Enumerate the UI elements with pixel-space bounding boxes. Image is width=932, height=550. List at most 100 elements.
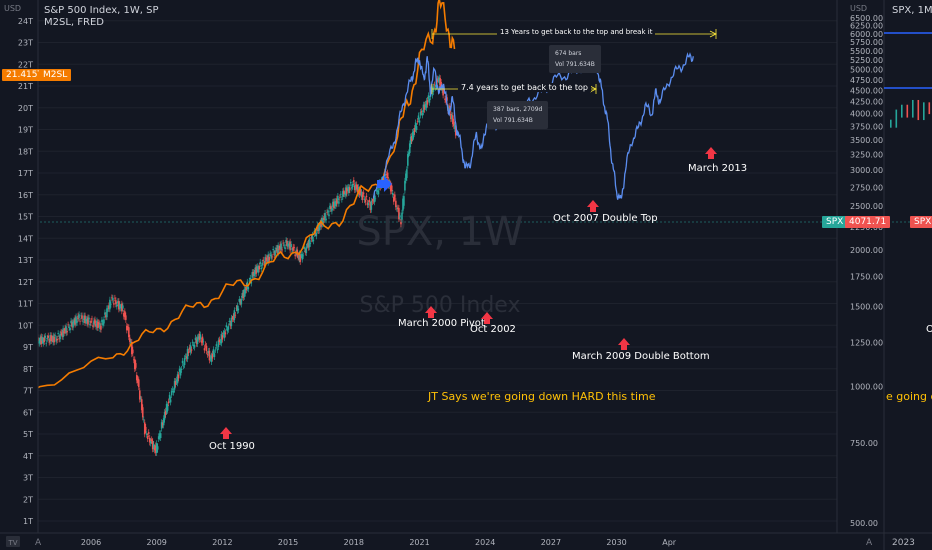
watermark-name: S&P 500 Index [360, 293, 521, 318]
right-tick-label: 2000.00 [850, 246, 883, 255]
candle [69, 325, 71, 334]
auto-scale-button[interactable]: A [35, 538, 42, 548]
candle [157, 433, 160, 443]
candle [160, 419, 163, 432]
candle [436, 75, 439, 86]
candle [162, 415, 165, 429]
right-tick-label: 4250.00 [850, 98, 883, 107]
candle [82, 318, 84, 326]
left-tick-label: 22T [18, 60, 33, 69]
left-axis-bg [0, 0, 38, 533]
candle [205, 342, 208, 355]
candle [377, 187, 380, 198]
tv-logo-text: TV [7, 539, 17, 547]
candle [63, 328, 65, 337]
candle [159, 430, 162, 442]
candle [187, 348, 190, 357]
candle [50, 332, 52, 344]
candle [371, 198, 374, 206]
candle [136, 375, 139, 386]
candle [141, 404, 144, 421]
candle [244, 286, 247, 297]
candle [367, 200, 370, 208]
candle [116, 301, 118, 310]
candle [289, 238, 291, 254]
indicator-title[interactable]: M2SL, FRED [44, 17, 104, 28]
candle [360, 189, 363, 201]
candle [393, 193, 395, 205]
candle [83, 312, 85, 323]
left-tick-label: 17T [18, 169, 33, 178]
candle [222, 330, 225, 338]
candle [353, 177, 355, 186]
left-tick-label: 13T [18, 256, 33, 265]
candle [364, 196, 367, 206]
symbol-title[interactable]: S&P 500 Index, 1W, SP [44, 5, 159, 16]
left-tick-label: 1T [23, 517, 33, 526]
candle [338, 198, 340, 207]
candle [179, 367, 182, 379]
candle [280, 240, 282, 253]
candle [225, 322, 228, 331]
candle [185, 353, 188, 362]
candle [84, 312, 86, 327]
candle [252, 269, 255, 279]
tradingview-logo[interactable]: TV [6, 536, 20, 547]
candle [53, 333, 55, 346]
candle [65, 323, 67, 337]
candle [341, 196, 343, 203]
right-tick-label: 4750.00 [850, 76, 883, 85]
candle [137, 376, 140, 391]
candle [90, 317, 92, 326]
label-march2009: March 2009 Double Bottom [572, 351, 710, 362]
candle [124, 308, 126, 321]
candle [56, 335, 58, 344]
x-tick-label: 2027 [541, 538, 561, 547]
right-symbol-title[interactable]: SPX, 1M, SP [892, 5, 932, 16]
x-tick-label: 2006 [81, 538, 101, 547]
candle [106, 305, 108, 321]
candle [233, 307, 236, 323]
candle [64, 324, 66, 334]
candle [353, 182, 356, 194]
candle [133, 356, 135, 364]
left-tick-label: 3T [23, 474, 33, 483]
left-value-axis[interactable]: 1T 2T 3T 4T 5T 6T 7T 8T 9T 10T 11T 12T 13T 14T 15T 16T 1… [18, 17, 33, 526]
candle [118, 298, 120, 313]
candle [38, 337, 41, 347]
arrow-march2009-icon [618, 338, 630, 350]
candle [239, 298, 242, 306]
arrow-oct1990-icon [220, 427, 232, 439]
arrow-oct2002-icon [481, 312, 493, 324]
right-tick-label: 1750.00 [850, 272, 883, 281]
time-axis[interactable]: 2006 2009 2012 2015 2018 2021 2024 2027 2030 Apr [81, 538, 677, 547]
candle [385, 171, 388, 179]
candle [169, 396, 172, 406]
candle [418, 117, 421, 126]
candle [121, 300, 123, 315]
candle [119, 301, 121, 312]
candle [146, 433, 149, 442]
x-tick-label: 2012 [212, 538, 232, 547]
candle [212, 346, 215, 357]
candle [260, 264, 263, 273]
right-pane-candle [912, 99, 914, 118]
candle [434, 84, 437, 91]
candle [47, 332, 49, 341]
auto-scale-button-right[interactable]: A [866, 538, 873, 548]
candle [345, 184, 347, 199]
right-price-axis[interactable]: 500.00 750.00 1000.00 1250.00 1500.00 1750.00… [850, 14, 883, 528]
candle [178, 365, 181, 375]
candle [49, 332, 51, 345]
candle [128, 324, 130, 341]
candle [131, 338, 133, 358]
candle [188, 344, 191, 353]
candle [101, 316, 103, 326]
candle [236, 302, 239, 314]
candle [396, 205, 398, 212]
candle [451, 112, 453, 122]
candle [57, 330, 59, 338]
candle [86, 315, 88, 327]
candle [113, 300, 115, 308]
